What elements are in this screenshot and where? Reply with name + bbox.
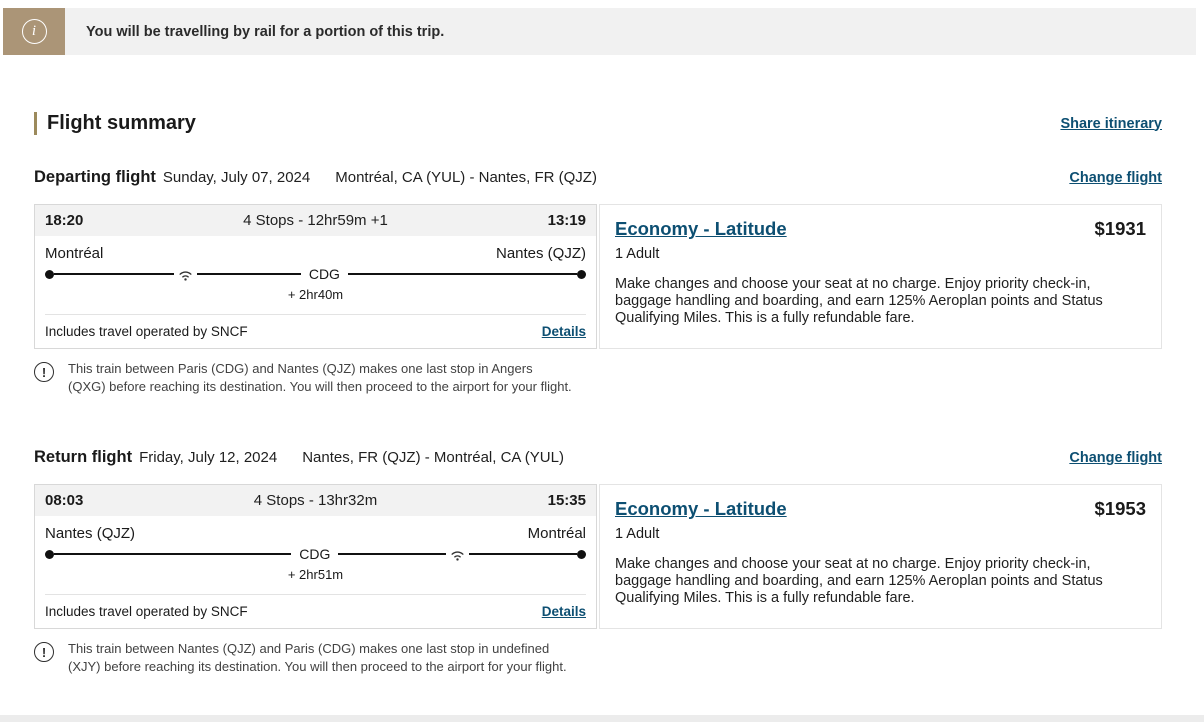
departing-flight-date: Sunday, July 07, 2024 xyxy=(162,169,311,186)
departing-train-notice-text: This train between Paris (CDG) and Nante… xyxy=(68,361,572,394)
departing-flight-route: Montréal, CA (YUL) - Nantes, FR (QJZ) xyxy=(335,169,597,186)
banner-icon-box: i xyxy=(3,8,65,55)
fare-head: Economy - Latitude $1953 xyxy=(615,498,1146,520)
return-train-notice-text: This train between Nantes (QJZ) and Pari… xyxy=(68,641,567,674)
fare-passengers: 1 Adult xyxy=(615,246,660,262)
origin-dot xyxy=(45,269,54,279)
origin-city: Montréal xyxy=(45,245,104,262)
route-timeline: CDG xyxy=(45,544,586,564)
departing-fare-card: Economy - Latitude $1931 1 Adult Make ch… xyxy=(599,204,1162,349)
connection-airport-code: CDG xyxy=(308,266,340,282)
fare-description: Make changes and choose your seat at no … xyxy=(615,276,1103,327)
departing-flight-card: 18:20 4 Stops - 12hr59m +1 13:19 Montréa… xyxy=(34,204,597,349)
operated-by-row: Includes travel operated by SNCF Details xyxy=(45,594,586,628)
page-bottom-divider xyxy=(0,715,1204,722)
info-icon: i xyxy=(21,19,47,44)
destination-city: Nantes (QJZ) xyxy=(495,245,586,262)
destination-dot xyxy=(577,269,586,279)
operated-by-note: Includes travel operated by SNCF xyxy=(45,604,248,620)
city-pair: Montréal Nantes (QJZ) xyxy=(45,245,586,262)
stops-summary: 4 Stops - 12hr59m +1 xyxy=(243,212,388,229)
return-flight-route: Nantes, FR (QJZ) - Montréal, CA (YUL) xyxy=(302,449,564,467)
departing-flight-row: 18:20 4 Stops - 12hr59m +1 13:19 Montréa… xyxy=(34,204,1162,349)
origin-dot xyxy=(45,549,54,559)
wifi-icon xyxy=(446,547,469,562)
destination-city: Montréal xyxy=(527,525,586,543)
page-title: Flight summary xyxy=(34,112,196,135)
operated-by-row: Includes travel operated by SNCF Details xyxy=(45,314,586,348)
return-time-strip: 08:03 4 Stops - 13hr32m 15:35 xyxy=(35,485,596,517)
origin-city: Nantes (QJZ) xyxy=(45,525,136,543)
departure-time: 18:20 xyxy=(45,212,84,229)
fare-passengers: 1 Adult xyxy=(615,526,660,543)
return-flight-label: Return flight xyxy=(34,448,133,467)
stops-summary: 4 Stops - 13hr32m xyxy=(253,492,378,510)
departing-details-link[interactable]: Details xyxy=(541,324,586,339)
return-train-notice: ! This train between Nantes (QJZ) and Pa… xyxy=(34,640,1162,675)
city-pair: Nantes (QJZ) Montréal xyxy=(45,525,586,542)
alert-icon: ! xyxy=(34,642,54,663)
wifi-icon xyxy=(174,267,197,282)
alert-icon: ! xyxy=(34,362,54,382)
return-flight-row: 08:03 4 Stops - 13hr32m 15:35 Nantes (QJ… xyxy=(34,484,1162,630)
fare-cabin-link[interactable]: Economy - Latitude xyxy=(615,498,787,520)
departing-flight-label: Departing flight xyxy=(34,168,156,186)
connection-airport-code: CDG xyxy=(299,546,331,563)
share-itinerary-link[interactable]: Share itinerary xyxy=(1060,115,1162,132)
operated-by-note: Includes travel operated by SNCF xyxy=(45,324,248,339)
fare-head: Economy - Latitude $1931 xyxy=(615,218,1146,240)
return-flight-body: Nantes (QJZ) Montréal CDG xyxy=(35,516,596,628)
change-return-flight-link[interactable]: Change flight xyxy=(1069,450,1162,467)
arrival-time: 15:35 xyxy=(547,492,586,510)
rail-notice-text: You will be travelling by rail for a por… xyxy=(86,23,445,40)
page-head: Flight summary Share itinerary xyxy=(34,112,1162,135)
change-departing-flight-link[interactable]: Change flight xyxy=(1069,170,1162,186)
return-flight-card: 08:03 4 Stops - 13hr32m 15:35 Nantes (QJ… xyxy=(34,484,597,630)
rail-notice-banner: i You will be travelling by rail for a p… xyxy=(3,8,1196,55)
connection-layover: + 2hr40m xyxy=(287,287,344,302)
arrival-time: 13:19 xyxy=(547,212,586,229)
departing-flight-body: Montréal Nantes (QJZ) CDG xyxy=(35,236,596,348)
fare-cabin-link[interactable]: Economy - Latitude xyxy=(615,218,787,239)
return-flight-date: Friday, July 12, 2024 xyxy=(139,449,278,467)
fare-price: $1931 xyxy=(1094,218,1146,239)
fare-price: $1953 xyxy=(1094,498,1146,520)
destination-dot xyxy=(577,549,586,559)
departure-time: 08:03 xyxy=(45,492,84,510)
return-details-link[interactable]: Details xyxy=(541,604,586,620)
flight-summary-page: Flight summary Share itinerary Departing… xyxy=(0,55,1204,676)
return-fare-card: Economy - Latitude $1953 1 Adult Make ch… xyxy=(599,484,1162,630)
fare-description: Make changes and choose your seat at no … xyxy=(615,556,1103,607)
route-timeline: CDG xyxy=(45,264,586,284)
connection-layover: + 2hr51m xyxy=(287,567,344,583)
departing-flight-header: Departing flight Sunday, July 07, 2024 M… xyxy=(34,168,1162,187)
departing-time-strip: 18:20 4 Stops - 12hr59m +1 13:19 xyxy=(35,205,596,236)
return-flight-header: Return flight Friday, July 12, 2024 Nant… xyxy=(34,448,1162,467)
departing-train-notice: ! This train between Paris (CDG) and Nan… xyxy=(34,360,1162,395)
